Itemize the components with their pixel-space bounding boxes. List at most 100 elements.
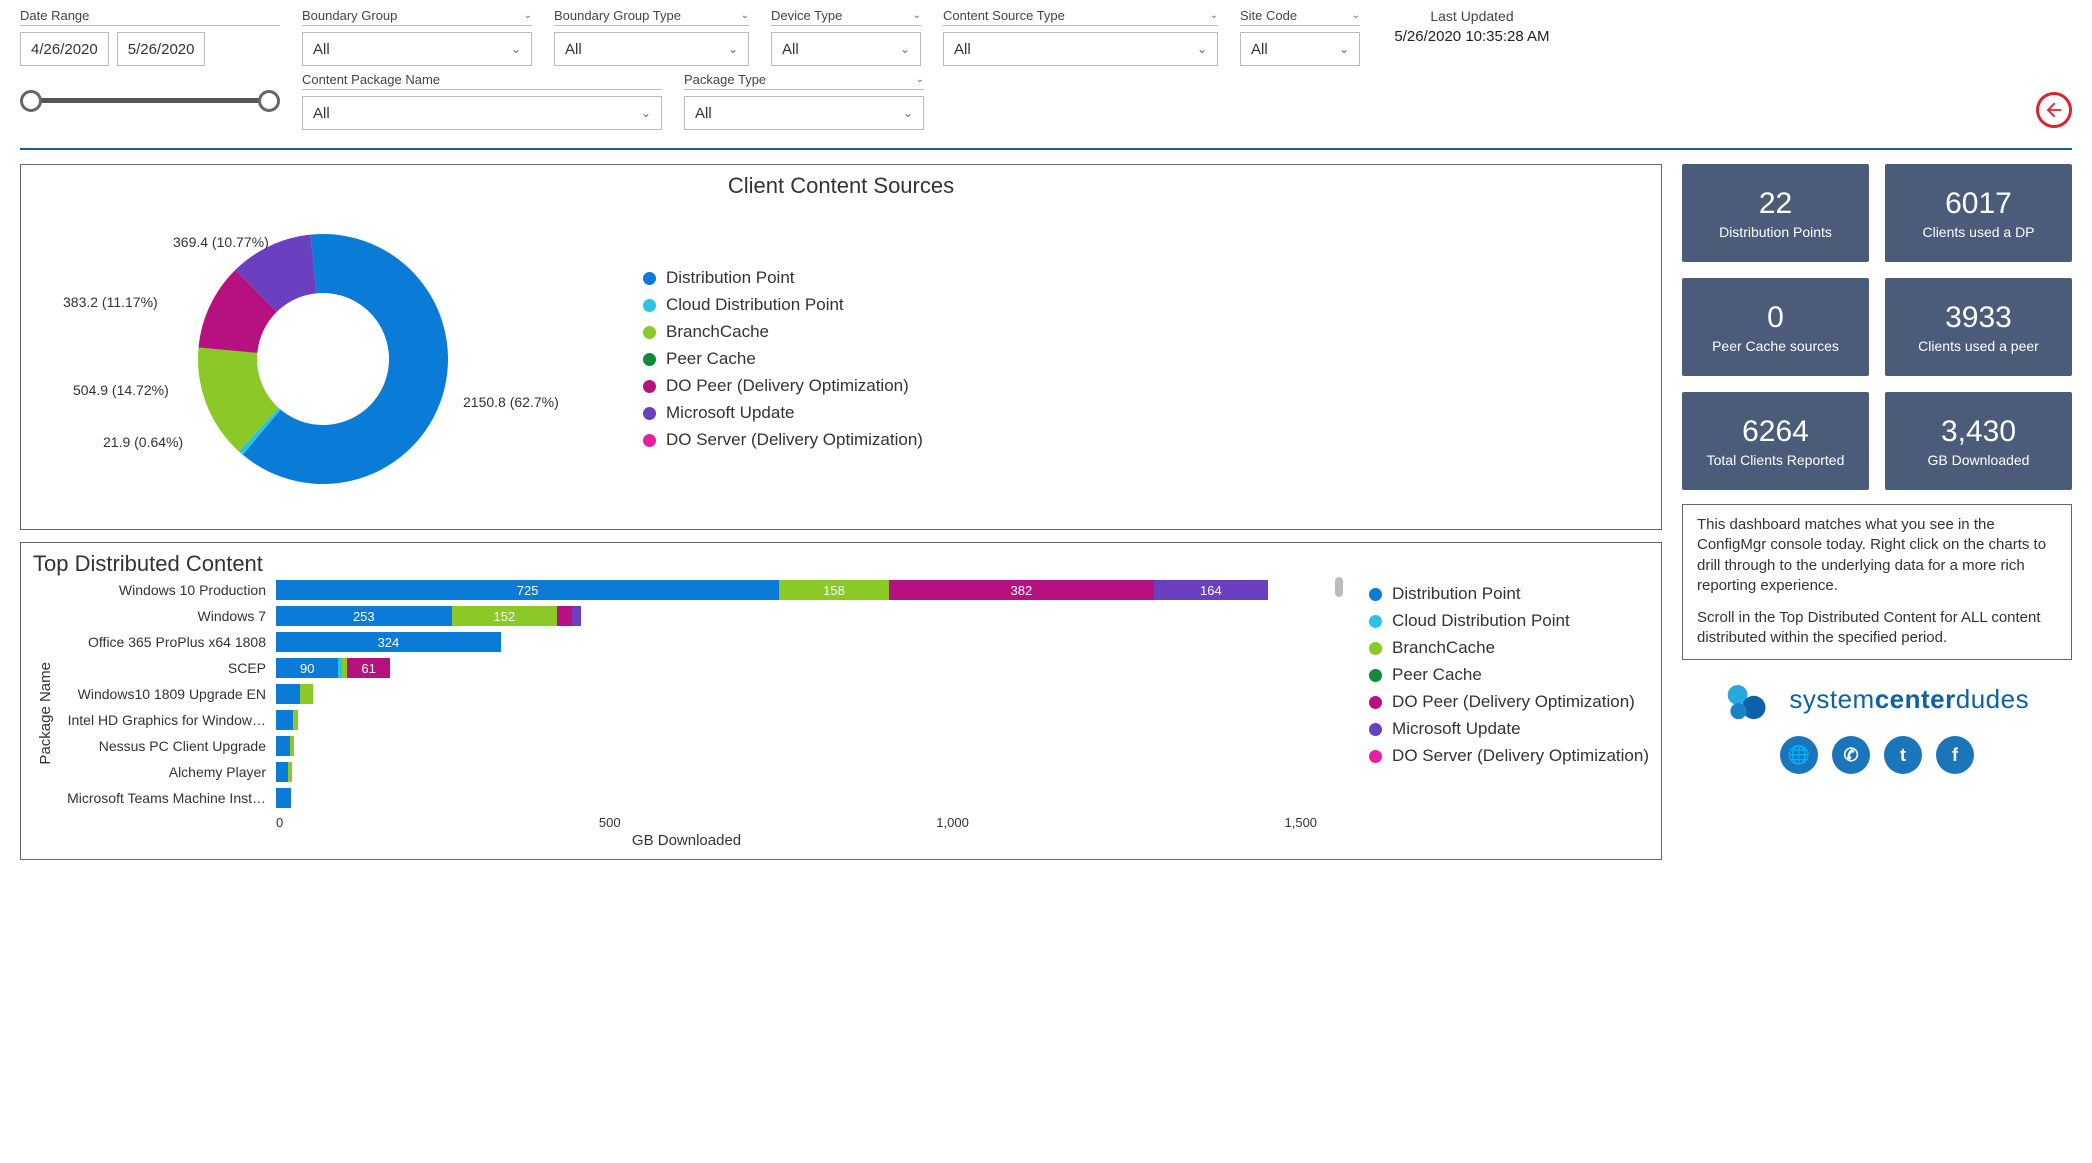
device-type-dropdown[interactable]: All⌄ <box>771 32 921 66</box>
back-button[interactable] <box>2036 92 2072 128</box>
kpi-total-clients[interactable]: 6264Total Clients Reported <box>1682 392 1869 490</box>
filter-content-source-type: Content Source Type⌄ All⌄ <box>943 8 1218 66</box>
bar-scrollbar[interactable] <box>1333 577 1345 849</box>
kpi-distribution-points[interactable]: 22Distribution Points <box>1682 164 1869 262</box>
bar-category-label: Microsoft Teams Machine Inst… <box>56 790 276 806</box>
chevron-down-icon: ⌄ <box>900 42 910 56</box>
bar-segment[interactable]: 152 <box>452 606 557 626</box>
legend-item[interactable]: DO Peer (Delivery Optimization) <box>643 376 923 396</box>
date-end-input[interactable]: 5/26/2020 <box>117 32 206 66</box>
info-text: This dashboard matches what you see in t… <box>1682 504 2072 660</box>
kpi-clients-used-peer[interactable]: 3933Clients used a peer <box>1885 278 2072 376</box>
facebook-icon[interactable]: f <box>1936 736 1974 774</box>
bar-segment[interactable] <box>276 710 293 730</box>
filter-device-type: Device Type⌄ All⌄ <box>771 8 921 66</box>
support-icon[interactable]: ✆ <box>1832 736 1870 774</box>
legend-item[interactable]: Distribution Point <box>1369 584 1649 604</box>
legend-item[interactable]: Cloud Distribution Point <box>643 295 923 315</box>
filter-boundary-group: Boundary Group⌄ All⌄ <box>302 8 532 66</box>
donut-slice-label: 504.9 (14.72%) <box>73 382 169 398</box>
donut-legend: Distribution Point Cloud Distribution Poi… <box>643 261 923 457</box>
bar-category-label: Windows10 1809 Upgrade EN <box>56 686 276 702</box>
filter-boundary-group-type: Boundary Group Type⌄ All⌄ <box>554 8 749 66</box>
bar-row[interactable]: Intel HD Graphics for Window… <box>56 707 1317 733</box>
bar-row[interactable]: Windows 7253152 <box>56 603 1317 629</box>
bar-segment[interactable]: 61 <box>347 658 389 678</box>
chevron-down-icon: ⌄ <box>511 42 521 56</box>
legend-item[interactable]: Microsoft Update <box>1369 719 1649 739</box>
bar-segment[interactable] <box>293 710 299 730</box>
package-type-dropdown[interactable]: All⌄ <box>684 96 924 130</box>
filter-content-package-name: Content Package Name All⌄ <box>302 72 662 130</box>
donut-chart[interactable]: 2150.8 (62.7%)21.9 (0.64%)504.9 (14.72%)… <box>33 199 613 519</box>
legend-item[interactable]: DO Server (Delivery Optimization) <box>1369 746 1649 766</box>
bar-segment[interactable]: 158 <box>779 580 889 600</box>
bar-row[interactable]: Nessus PC Client Upgrade <box>56 733 1317 759</box>
panel-client-content-sources: Client Content Sources 2150.8 (62.7%)21.… <box>20 164 1662 530</box>
legend-item[interactable]: BranchCache <box>643 322 923 342</box>
legend-item[interactable]: Microsoft Update <box>643 403 923 423</box>
divider <box>20 148 2072 150</box>
site-code-dropdown[interactable]: All⌄ <box>1240 32 1360 66</box>
bar-segment[interactable] <box>290 736 294 756</box>
bar-row[interactable]: Microsoft Teams Machine Inst… <box>56 785 1317 811</box>
kpi-gb-downloaded[interactable]: 3,430GB Downloaded <box>1885 392 2072 490</box>
bar-legend: Distribution Point Cloud Distribution Poi… <box>1369 577 1649 849</box>
bar-segment[interactable] <box>276 762 288 782</box>
bar-segment[interactable] <box>276 788 291 808</box>
bar-row[interactable]: SCEP90 61 <box>56 655 1317 681</box>
kpi-clients-used-dp[interactable]: 6017Clients used a DP <box>1885 164 2072 262</box>
boundary-group-dropdown[interactable]: All⌄ <box>302 32 532 66</box>
chevron-down-icon: ⌄ <box>728 42 738 56</box>
kpi-peer-cache-sources[interactable]: 0Peer Cache sources <box>1682 278 1869 376</box>
bar-category-label: SCEP <box>56 660 276 676</box>
chevron-down-icon: ⌄ <box>524 10 532 21</box>
chevron-down-icon: ⌄ <box>1339 42 1349 56</box>
legend-item[interactable]: Cloud Distribution Point <box>1369 611 1649 631</box>
legend-item[interactable]: BranchCache <box>1369 638 1649 658</box>
legend-item[interactable]: DO Server (Delivery Optimization) <box>643 430 923 450</box>
bar-row[interactable]: Alchemy Player <box>56 759 1317 785</box>
legend-item[interactable]: DO Peer (Delivery Optimization) <box>1369 692 1649 712</box>
filter-site-code: Site Code⌄ All⌄ <box>1240 8 1360 66</box>
legend-item[interactable]: Peer Cache <box>643 349 923 369</box>
chevron-down-icon: ⌄ <box>1210 10 1218 21</box>
logo-icon <box>1725 684 1779 722</box>
filter-package-type: Package Type⌄ All⌄ <box>684 72 924 130</box>
content-package-name-dropdown[interactable]: All⌄ <box>302 96 662 130</box>
bar-category-label: Nessus PC Client Upgrade <box>56 738 276 754</box>
bar-row[interactable]: Windows 10 Production725158382164 <box>56 577 1317 603</box>
bar-chart[interactable]: Windows 10 Production725158382164Windows… <box>56 577 1317 849</box>
bar-ylabel: Package Name <box>33 662 56 765</box>
web-icon[interactable]: 🌐 <box>1780 736 1818 774</box>
date-range-slider[interactable] <box>20 80 280 120</box>
boundary-group-type-dropdown[interactable]: All⌄ <box>554 32 749 66</box>
bar-segment[interactable]: 382 <box>889 580 1154 600</box>
date-start-input[interactable]: 4/26/2020 <box>20 32 109 66</box>
bar-segment[interactable] <box>276 736 290 756</box>
bar-row[interactable]: Office 365 ProPlus x64 1808324 <box>56 629 1317 655</box>
bar-row[interactable]: Windows10 1809 Upgrade EN <box>56 681 1317 707</box>
legend-item[interactable]: Distribution Point <box>643 268 923 288</box>
content-source-type-dropdown[interactable]: All⌄ <box>943 32 1218 66</box>
bar-segment[interactable] <box>288 762 291 782</box>
bar-segment[interactable] <box>300 684 312 704</box>
chevron-down-icon: ⌄ <box>1352 10 1360 21</box>
brand-logo[interactable]: systemcenterdudes 🌐 ✆ t f <box>1682 684 2072 775</box>
twitter-icon[interactable]: t <box>1884 736 1922 774</box>
bar-segment[interactable]: 90 <box>276 658 338 678</box>
bar-category-label: Windows 7 <box>56 608 276 624</box>
bar-segment[interactable]: 324 <box>276 632 501 652</box>
bar-segment[interactable]: 164 <box>1154 580 1268 600</box>
slider-thumb-end[interactable] <box>258 90 280 112</box>
arrow-left-icon <box>2043 99 2065 121</box>
bar-segment[interactable] <box>557 606 572 626</box>
bar-segment[interactable] <box>572 606 580 626</box>
bar-segment[interactable] <box>276 684 300 704</box>
date-range-label: Date Range <box>20 8 280 26</box>
donut-slice-label: 21.9 (0.64%) <box>103 434 183 450</box>
legend-item[interactable]: Peer Cache <box>1369 665 1649 685</box>
bar-segment[interactable]: 253 <box>276 606 452 626</box>
bar-segment[interactable]: 725 <box>276 580 779 600</box>
slider-thumb-start[interactable] <box>20 90 42 112</box>
